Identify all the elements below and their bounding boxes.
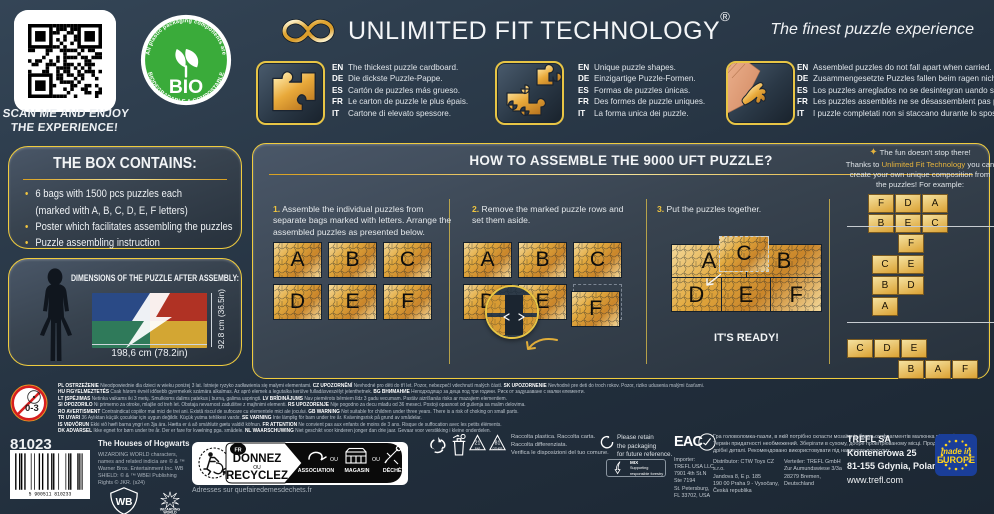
svg-text:MAGASIN: MAGASIN <box>344 468 369 474</box>
svg-text:5 900511 810233: 5 900511 810233 <box>29 491 72 497</box>
svg-text:EUROPE: EUROPE <box>937 455 975 465</box>
svg-text:RECYCLEZ: RECYCLEZ <box>226 470 288 482</box>
svg-text:OU: OU <box>372 457 380 463</box>
svg-text:PAP: PAP <box>475 446 481 450</box>
svg-text:DONNEZ: DONNEZ <box>233 453 282 465</box>
svg-text:BIO: BIO <box>169 77 203 98</box>
svg-text:OU: OU <box>330 457 338 463</box>
svg-text:OTHER: OTHER <box>493 446 503 450</box>
svg-text:ASSOCIATION: ASSOCIATION <box>298 468 335 474</box>
svg-text:0-3: 0-3 <box>25 403 39 414</box>
svg-text:DÉCHÈTERIE: DÉCHÈTERIE <box>383 466 408 474</box>
svg-text:WB: WB <box>116 497 133 508</box>
